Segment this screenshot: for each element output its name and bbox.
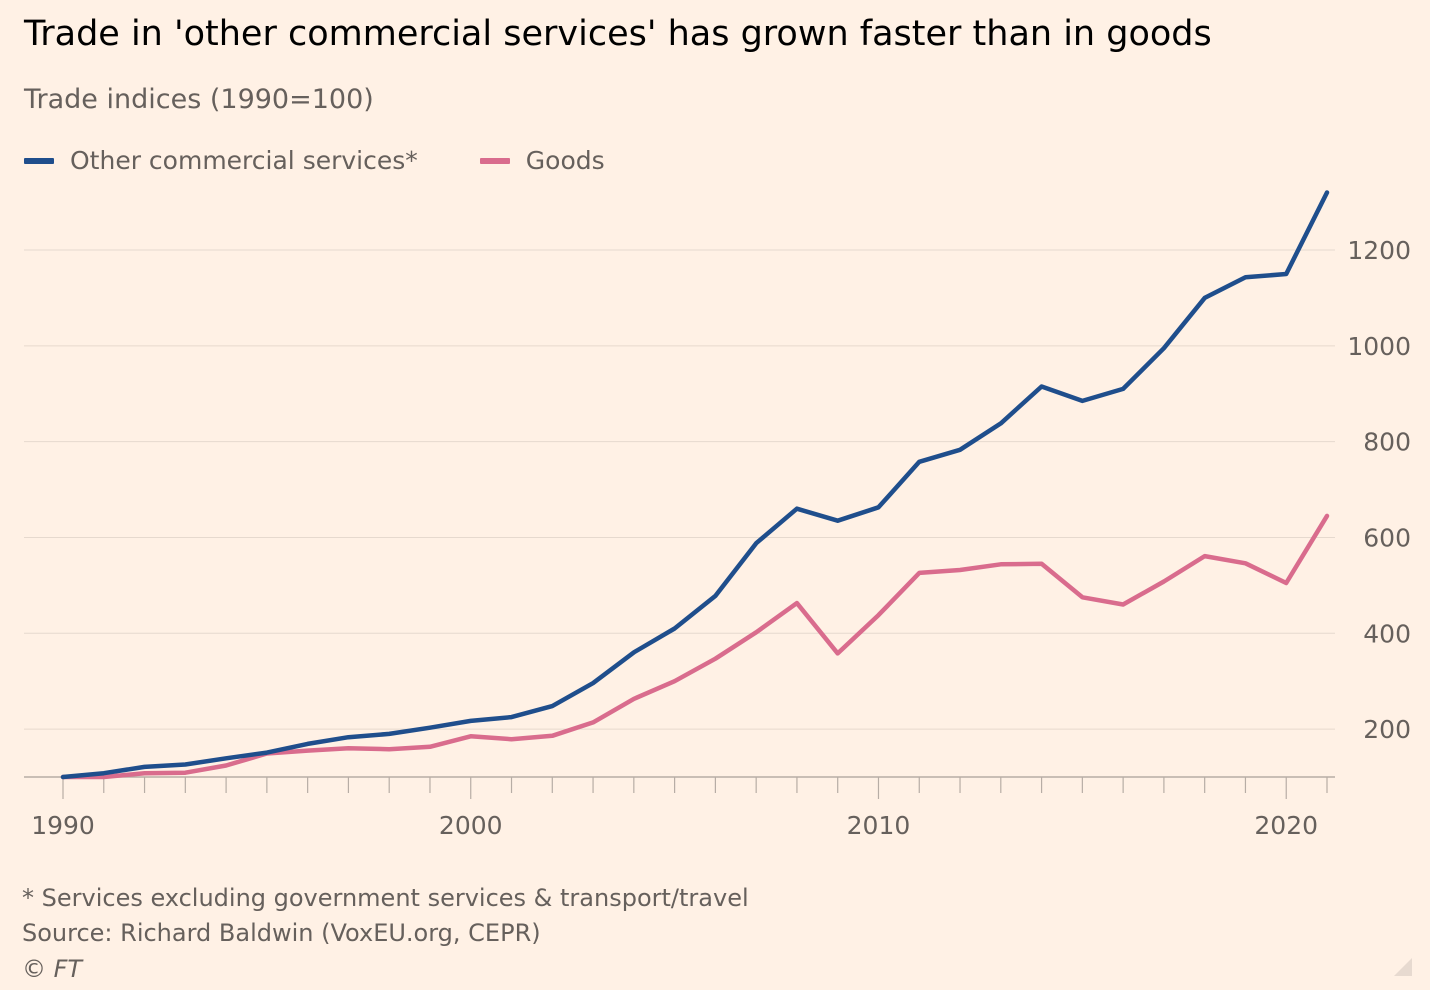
y-tick-label-400: 400 <box>1363 619 1411 648</box>
chart-title: Trade in 'other commercial services' has… <box>24 14 1212 54</box>
legend-item-services: Other commercial services* <box>24 146 418 175</box>
y-tick-label-1000: 1000 <box>1347 332 1411 361</box>
chart-subtitle: Trade indices (1990=100) <box>24 84 374 115</box>
footnote-services-note: * Services excluding government services… <box>22 884 749 912</box>
y-tick-label-1200: 1200 <box>1347 236 1411 265</box>
series-line-goods <box>60 513 1330 780</box>
source-note: Source: Richard Baldwin (VoxEU.org, CEPR… <box>22 919 541 947</box>
legend-item-goods: Goods <box>479 146 605 175</box>
y-tick-label-800: 800 <box>1363 428 1411 457</box>
legend: Other commercial services* Goods <box>24 146 667 175</box>
y-tick-label-600: 600 <box>1363 523 1411 552</box>
legend-swatch-goods <box>479 157 510 164</box>
x-tick-label-2010: 2010 <box>847 811 911 840</box>
x-tick-label-1990: 1990 <box>31 811 95 840</box>
copyright-credit: © FT <box>22 955 83 983</box>
x-tick-label-2000: 2000 <box>439 811 503 840</box>
series-line-services <box>60 190 1330 780</box>
legend-label-goods: Goods <box>525 146 605 175</box>
legend-label-services: Other commercial services* <box>70 146 418 175</box>
x-tick-label-2020: 2020 <box>1254 811 1318 840</box>
legend-swatch-services <box>24 157 54 164</box>
resize-corner-icon <box>1394 958 1412 976</box>
y-tick-label-200: 200 <box>1363 715 1411 744</box>
